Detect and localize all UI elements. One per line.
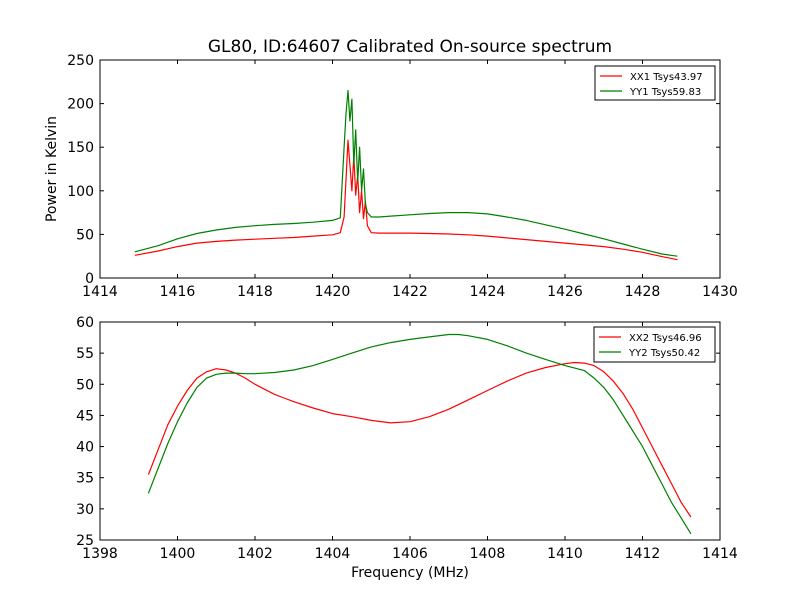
x-tick-label: 1412	[625, 546, 661, 562]
legend: XX1 Tsys43.97 YY1 Tsys59.83	[594, 65, 716, 101]
legend-box	[593, 326, 716, 363]
x-axis-label: Frequency (MHz)	[351, 565, 469, 581]
legend-label: YY2 Tsys50.42	[628, 348, 700, 359]
y-axis-label: Power in Kelvin	[44, 116, 60, 222]
y-tick-label: 0	[85, 271, 94, 287]
x-tick-label: 1400	[160, 546, 196, 562]
y-tick-label: 250	[67, 53, 94, 69]
y-tick-label: 200	[67, 97, 94, 113]
x-tick-label: 1404	[315, 546, 351, 562]
x-tick-label: 1428	[625, 284, 661, 300]
top-panel: 1414 1416 1418 1420 1422 1424 1426 1428 1430 0 50 1…	[67, 53, 738, 300]
legend-label: XX1 Tsys43.97	[630, 72, 703, 83]
y-tick-label: 25	[76, 533, 94, 549]
x-tick-label: 1416	[160, 284, 196, 300]
x-tick-label: 1418	[237, 284, 273, 300]
y-tick-label: 35	[76, 471, 94, 487]
x-tick-label: 1408	[470, 546, 506, 562]
x-tick-label: 1402	[237, 546, 273, 562]
y-tick-label: 55	[76, 346, 94, 362]
y-tick-label: 50	[76, 377, 94, 393]
y-tick-label: 150	[67, 140, 94, 156]
series-line-xx2	[147, 361, 692, 518]
legend-label: YY1 Tsys59.83	[629, 87, 701, 98]
x-tick-label: 1398	[82, 546, 118, 562]
legend-label: XX2 Tsys46.96	[629, 333, 702, 344]
y-tick-label: 40	[76, 440, 94, 456]
y-tick-label: 60	[76, 315, 94, 331]
series-line-xx1	[134, 139, 678, 261]
x-tick-label: 1406	[392, 546, 428, 562]
x-tick-label: 1420	[315, 284, 351, 300]
x-tick-label: 1430	[702, 284, 738, 300]
legend-box	[594, 65, 716, 101]
x-tick-label: 1410	[547, 546, 583, 562]
x-tick-label: 1414	[702, 546, 738, 562]
y-tick-label: 45	[76, 408, 94, 424]
series-line-yy2	[147, 333, 692, 535]
x-tick-label: 1424	[470, 284, 506, 300]
bottom-panel: 1398 1400 1402 1404 1406 1408 1410 1412 1414 25 30…	[76, 315, 738, 562]
y-tick-label: 30	[76, 502, 94, 518]
x-tick-label: 1426	[547, 284, 583, 300]
legend: XX2 Tsys46.96 YY2 Tsys50.42	[593, 326, 716, 363]
x-tick-label: 1414	[82, 284, 118, 300]
y-tick-label: 100	[67, 184, 94, 200]
x-tick-label: 1422	[392, 284, 428, 300]
chart-title: GL80, ID:64607 Calibrated On-source spec…	[208, 37, 612, 57]
y-tick-label: 50	[76, 227, 94, 243]
series-line-yy1	[134, 89, 678, 257]
